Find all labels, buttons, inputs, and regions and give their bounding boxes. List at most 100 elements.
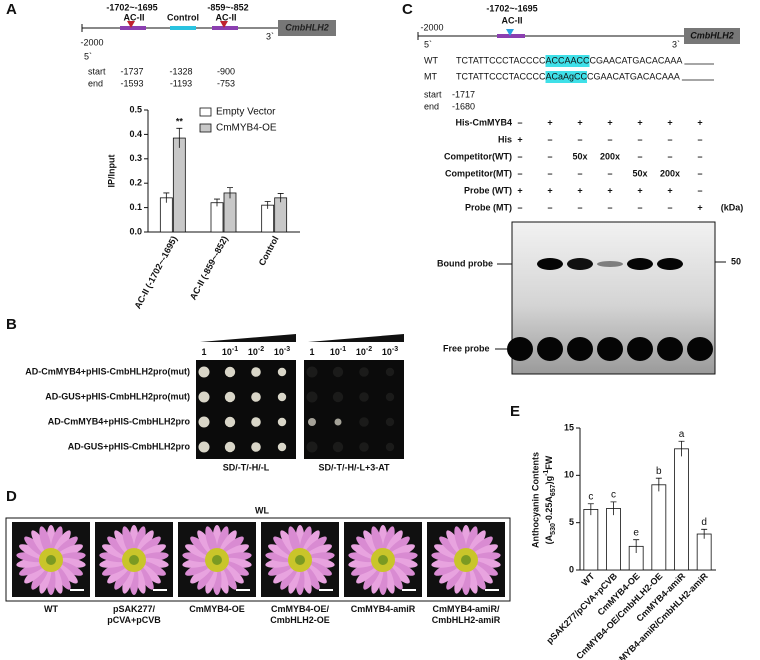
- promoter-element: [212, 26, 238, 30]
- condition-cell: –: [577, 202, 582, 212]
- condition-cell: –: [547, 168, 552, 178]
- condition-cell: –: [667, 202, 672, 212]
- unit-label: (kDa): [721, 202, 744, 212]
- condition-cell: +: [607, 117, 612, 127]
- error-bar: [214, 198, 220, 207]
- dilution-label: 10-3: [274, 346, 290, 358]
- gene-name: CmbHLH2: [690, 30, 734, 40]
- start-label: start: [88, 66, 106, 76]
- error-bar: [227, 187, 233, 199]
- strain-label: AD-GUS+pHIS-CmbHLH2pro: [68, 441, 191, 451]
- dilution-exponent: -2: [366, 346, 372, 353]
- start-value: -1737: [120, 66, 143, 76]
- sequence-right: CGAACATGACACAAA: [590, 55, 683, 65]
- genotype-line: CmMYB4-amiR/: [432, 604, 500, 614]
- genotype-label: CmMYB4-amiR/CmbHLH2-amiR: [432, 604, 501, 625]
- condition-cell: –: [547, 151, 552, 161]
- petal: [133, 526, 146, 556]
- error-bar: [633, 539, 640, 553]
- petal: [288, 526, 301, 556]
- y-tick-label: 0.1: [129, 202, 142, 212]
- condition-cell: +: [547, 117, 552, 127]
- genotype-label: CmMYB4-OE/CmbHLH2-OE: [270, 604, 330, 625]
- condition-cell: +: [637, 117, 642, 127]
- yeast-spot: [385, 392, 395, 402]
- bound-band: [537, 258, 563, 270]
- bar: [583, 509, 599, 571]
- genotype-label: CmMYB4-amiR: [351, 604, 416, 614]
- condition-cell: –: [517, 168, 522, 178]
- yeast-spot: [198, 416, 210, 428]
- condition-cell: –: [577, 168, 582, 178]
- x-tick-label: AC-II (-859~-852): [188, 234, 230, 301]
- condition-cell: –: [697, 168, 702, 178]
- dilution-base: 10: [248, 347, 258, 357]
- bar: [261, 204, 275, 233]
- condition-label: Competitor(WT): [444, 151, 512, 161]
- x-tick-label: WT: [579, 571, 596, 588]
- yeast-spot: [332, 391, 344, 403]
- three-prime: 3`: [672, 39, 680, 49]
- dilution-label: 10-2: [248, 346, 264, 358]
- petal: [454, 564, 467, 594]
- genotype-line: WT: [44, 604, 58, 614]
- sequence-name: MT: [424, 71, 437, 81]
- start-value: -1717: [452, 89, 475, 99]
- error-bar: [277, 193, 284, 203]
- yeast-spot: [251, 392, 261, 402]
- genotype-line: pSAK277/: [113, 604, 156, 614]
- genotype-line: CmbHLH2-amiR: [432, 615, 501, 625]
- genotype-line: pCVA+pCVB: [107, 615, 161, 625]
- panel-letter: E: [510, 403, 520, 420]
- petal: [122, 564, 135, 594]
- y-axis-label-part: 530: [550, 523, 557, 535]
- dilution-base: 10: [356, 347, 366, 357]
- petal: [465, 526, 478, 556]
- yeast-spot: [334, 418, 342, 426]
- end-value: -1193: [170, 78, 192, 88]
- condition-cell: –: [517, 151, 522, 161]
- yeast-spot: [359, 392, 369, 402]
- yeast-spot: [332, 441, 344, 453]
- group-letter: c: [588, 491, 593, 502]
- condition-label: Probe (WT): [464, 185, 512, 195]
- end-value: -1680: [452, 101, 475, 111]
- sequence-motif: ACCAACC: [546, 55, 591, 65]
- dilution-label: 10-3: [382, 346, 398, 358]
- yeast-spot: [277, 392, 287, 402]
- free-band: [657, 337, 683, 361]
- gene-name: CmbHLH2: [285, 22, 329, 32]
- bar: [210, 202, 224, 233]
- flower-eye: [295, 555, 305, 565]
- genotype-line: CmbHLH2-OE: [270, 615, 330, 625]
- yeast-spot: [251, 442, 261, 452]
- error-bar: [610, 501, 617, 516]
- error-bar: [678, 440, 685, 457]
- yeast-spot: [251, 417, 261, 427]
- condition-cell: –: [637, 202, 642, 212]
- sequence-name: WT: [424, 55, 438, 65]
- gene-box: [684, 28, 740, 44]
- condition-cell: –: [697, 134, 702, 144]
- panel-letter: B: [6, 316, 17, 333]
- yeast-spot: [385, 417, 395, 427]
- condition-label: Probe (MT): [465, 202, 512, 212]
- legend-swatch: [199, 107, 212, 117]
- free-band: [687, 337, 713, 361]
- condition-cell: –: [697, 151, 702, 161]
- promoter-element: [497, 34, 525, 38]
- yeast-spot: [198, 366, 210, 378]
- yeast-spot: [385, 442, 395, 452]
- petal: [55, 560, 83, 576]
- condition-cell: –: [607, 168, 612, 178]
- yeast-spot: [306, 391, 318, 403]
- dilution-label: 10-2: [356, 346, 372, 358]
- promoter-element: [170, 26, 196, 30]
- yeast-spot: [332, 366, 344, 378]
- condition-cell: –: [697, 185, 702, 195]
- petal: [138, 560, 166, 576]
- petal: [122, 526, 135, 556]
- bound-band: [597, 261, 623, 267]
- condition-cell: –: [667, 134, 672, 144]
- y-axis-label-part: -1: [543, 470, 550, 476]
